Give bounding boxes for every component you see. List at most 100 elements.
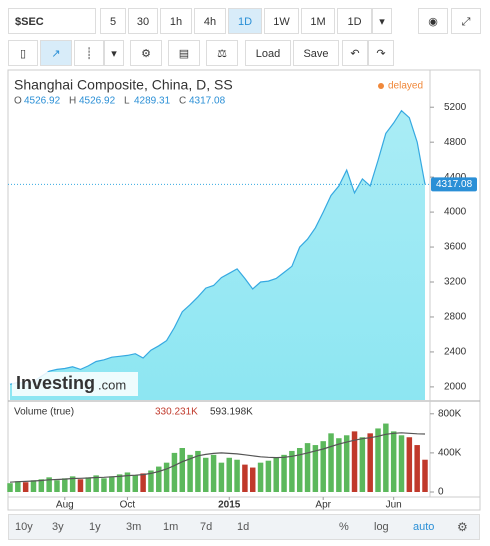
ohlc-value: 4317.08 xyxy=(189,96,226,107)
interval-button[interactable]: 1M xyxy=(301,8,335,34)
volume-bar xyxy=(156,466,162,492)
volume-bar xyxy=(242,464,248,492)
volume-bar xyxy=(336,438,342,492)
indicators-button[interactable]: ▤ xyxy=(168,40,200,66)
volume-bar xyxy=(296,448,303,492)
range-button[interactable]: 7d xyxy=(200,521,213,533)
range-button[interactable]: 1d xyxy=(237,521,250,533)
volume-bar xyxy=(265,460,272,492)
last-price-label: 4317.08 xyxy=(436,179,473,190)
action-button[interactable]: Save xyxy=(293,40,339,66)
range-button[interactable]: 1y xyxy=(89,521,101,533)
volume-bar xyxy=(273,457,279,492)
volume-bar xyxy=(54,480,60,492)
x-tick-label: Jun xyxy=(386,500,402,511)
fullscreen-button[interactable]: ⤢ xyxy=(451,8,481,34)
volume-bar xyxy=(320,441,326,492)
volume-bar xyxy=(281,454,287,492)
interval-button[interactable]: 1h xyxy=(160,8,192,34)
price-line xyxy=(9,109,426,385)
x-tick-label: Oct xyxy=(120,500,136,511)
volume-bar xyxy=(124,472,131,492)
volume-ma-value: 593.198K xyxy=(210,407,253,418)
action-button[interactable]: Load xyxy=(245,40,291,66)
settings-icon[interactable]: ⚙ xyxy=(457,520,468,534)
volume-bar xyxy=(171,452,178,492)
volume-bar xyxy=(7,483,13,492)
volume-bar xyxy=(249,467,256,492)
volume-bar xyxy=(140,473,146,492)
chart-title: Shanghai Composite, China, D, SS xyxy=(14,77,233,93)
bottom-bar: 10y 3y 1y 3m 1m 7d 1d% log auto ⚙ xyxy=(8,514,480,540)
y-tick-label: 4400 xyxy=(444,172,467,183)
range-button[interactable]: 3m xyxy=(126,521,142,533)
volume-value: 330.231K xyxy=(155,407,198,418)
volume-bar xyxy=(69,476,76,492)
ohlc-value: 4526.92 xyxy=(79,96,116,107)
watermark: Investing xyxy=(16,373,95,393)
volume-bar xyxy=(343,435,350,492)
interval-button[interactable]: 30 xyxy=(128,8,158,34)
camera-button[interactable]: ◉ xyxy=(418,8,448,34)
volume-bar xyxy=(93,475,99,492)
interval-button[interactable]: 1D xyxy=(228,8,262,34)
volume-bar xyxy=(383,423,389,492)
status-dot xyxy=(378,83,384,89)
volume-bar xyxy=(422,459,428,492)
y-tick-label: 2000 xyxy=(444,382,467,393)
volume-bar xyxy=(398,435,405,492)
interval-button[interactable]: 1W xyxy=(264,8,299,34)
volume-bar xyxy=(414,445,420,492)
volume-bar xyxy=(234,459,240,492)
volume-ma xyxy=(9,432,426,483)
interval-button[interactable]: 5 xyxy=(100,8,126,34)
watermark-bg xyxy=(12,372,138,396)
volume-bar xyxy=(109,476,115,492)
area-button[interactable]: ↗ xyxy=(40,40,72,66)
ohlc-value: 4289.31 xyxy=(134,96,171,107)
volume-bar xyxy=(359,437,366,492)
bars-button[interactable]: ┊ xyxy=(74,40,104,66)
volume-bar xyxy=(30,480,37,492)
volume-bar xyxy=(187,454,193,492)
volume-bar xyxy=(304,443,311,492)
volume-bar xyxy=(116,474,123,492)
x-tick-label: Apr xyxy=(315,500,331,511)
option-button[interactable]: auto xyxy=(413,521,435,533)
settings-button[interactable]: ⚙ xyxy=(130,40,162,66)
candles-button[interactable]: ▯ xyxy=(8,40,38,66)
volume-bar xyxy=(375,428,381,492)
y-tick-label: 4800 xyxy=(444,137,467,148)
option-button[interactable]: % xyxy=(339,521,349,533)
range-button[interactable]: 10y xyxy=(15,521,33,533)
range-button[interactable]: 3y xyxy=(52,521,64,533)
volume-bar xyxy=(77,479,84,492)
y-tick-label: 5200 xyxy=(444,102,467,113)
interval-button[interactable]: 4h xyxy=(194,8,226,34)
interval-button[interactable]: 1D xyxy=(337,8,372,34)
symbol-box[interactable]: $SEC xyxy=(8,8,96,34)
option-button[interactable]: log xyxy=(374,521,389,533)
volume-bar xyxy=(22,482,29,492)
ohlc-label: O xyxy=(14,96,22,107)
volume-bar xyxy=(132,475,139,492)
volume-bar xyxy=(148,470,154,492)
price-area xyxy=(10,110,425,400)
last-price-box xyxy=(431,177,477,192)
y-tick-label: 400K xyxy=(438,448,462,459)
volume-title: Volume (true) xyxy=(14,407,74,418)
redo-button[interactable]: ↷ xyxy=(368,40,394,66)
undo-button[interactable]: ↶ xyxy=(342,40,368,66)
volume-bar xyxy=(351,431,358,492)
volume-bar xyxy=(328,433,334,492)
volume-bar xyxy=(179,448,186,492)
compare-button[interactable]: ⚖ xyxy=(206,40,238,66)
range-button[interactable]: 1m xyxy=(163,521,179,533)
volume-bar xyxy=(289,450,295,492)
dropdown[interactable]: ▾ xyxy=(104,40,124,66)
y-tick-label: 0 xyxy=(438,487,444,498)
dropdown[interactable]: ▾ xyxy=(372,8,392,34)
chart-frame xyxy=(7,69,481,511)
